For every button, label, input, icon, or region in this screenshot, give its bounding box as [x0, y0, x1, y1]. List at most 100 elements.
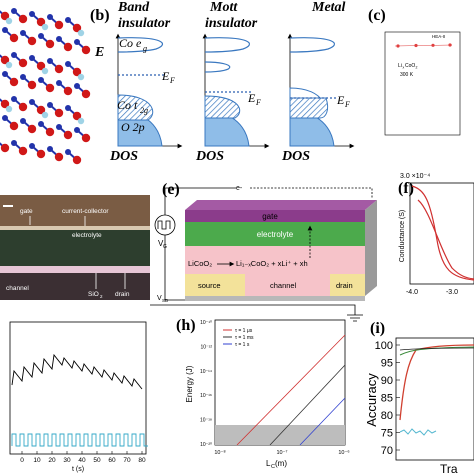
eg-band	[289, 37, 335, 53]
image-label: gate	[20, 208, 33, 215]
material-label: CoO	[405, 63, 415, 69]
panel-f-shape	[417, 199, 474, 280]
panel-c-shape	[448, 43, 452, 47]
legend-label: τ = 1 μs	[235, 328, 253, 334]
o-atom	[72, 111, 82, 121]
t2g-band	[204, 95, 241, 119]
panel-c: (c) HEA-II Li x CoO 2 300 K	[368, 7, 461, 136]
o-atom	[45, 83, 55, 93]
panel-e-shape	[250, 187, 373, 198]
x-tick-label: -4.0	[406, 289, 418, 296]
panel-e: (e) e- V G gate electrolyte LiCoO₂ Li₁₋ₓ…	[150, 181, 377, 322]
panel-i-shape	[399, 344, 474, 421]
y-tick-label: 10⁻¹⁸	[200, 418, 212, 424]
li-atom	[41, 23, 49, 31]
co-atom	[38, 33, 44, 39]
panel-c-shape	[396, 44, 400, 48]
x-axis-label-sub: C	[271, 464, 275, 470]
panel-b: (b) Band insulator Mott insulator Metal …	[90, 0, 355, 164]
panel-label: (i)	[370, 320, 385, 337]
band-label: Co t	[117, 98, 138, 112]
upper-band	[204, 61, 231, 73]
fermi-label: E	[336, 93, 345, 107]
device-image-shape	[0, 195, 150, 228]
panel-e-shape	[157, 220, 171, 230]
y-axis-label: Conductance (S)	[399, 210, 406, 263]
co-atom	[38, 77, 44, 83]
band-label-sub: g	[143, 44, 147, 53]
co-atom	[38, 121, 44, 127]
o-atom	[9, 121, 19, 131]
column-title: Band	[117, 0, 150, 15]
x-tick-label: 10	[33, 457, 41, 464]
li-atom	[41, 111, 49, 119]
o-atom	[18, 58, 28, 68]
reaction-reactant: LiCoO₂	[188, 259, 212, 268]
x-axis-label: Tra	[440, 462, 458, 474]
o-atom	[54, 152, 64, 162]
o-atom	[9, 33, 19, 43]
panel-e-shape	[185, 210, 365, 222]
y-tick-label: 75	[381, 428, 393, 440]
voltage-label-sub: G	[163, 244, 167, 250]
panel-f: (f) 3.0 ×10⁻⁴ Conductance (S) -4.0 -3.0	[398, 173, 474, 296]
eg-band	[204, 37, 250, 53]
y-tick-label: 90	[381, 375, 393, 387]
contact-label: channel	[270, 281, 297, 290]
fermi-label-sub: F	[169, 76, 175, 85]
column-title: insulator	[118, 16, 171, 31]
x-tick-label: -3.0	[446, 289, 458, 296]
o-atom	[81, 45, 91, 55]
y-tick-label: 10⁻¹⁴	[200, 369, 212, 375]
co-atom	[20, 118, 26, 124]
panel-label: (e)	[162, 181, 180, 198]
panel-i-shape	[399, 428, 437, 436]
image-label: SiO	[88, 291, 99, 298]
o-atom	[18, 14, 28, 24]
eg-band	[117, 37, 163, 53]
panel-e-shape	[185, 296, 365, 301]
o-atom	[0, 143, 10, 153]
panel-c-shape	[431, 43, 435, 47]
li-atom	[5, 61, 13, 69]
device-image-shape	[0, 226, 150, 230]
o-atom	[9, 77, 19, 87]
panel-e-shape	[347, 314, 363, 322]
voltage-label-sub: SD	[162, 298, 169, 303]
co-atom	[65, 17, 71, 23]
co-atom	[29, 11, 35, 17]
co-atom	[47, 14, 53, 20]
co-atom	[2, 115, 8, 121]
fermi-label-sub: F	[255, 98, 261, 107]
o-atom	[45, 127, 55, 137]
panel-i-shape	[399, 346, 474, 356]
panel-h: (h) τ = 1 μs τ = 1 ms τ = 1 s 10⁻¹⁰ 10⁻¹²…	[176, 317, 350, 470]
panel-c-shape	[384, 31, 461, 136]
o-atom	[81, 89, 91, 99]
material-label: Li	[398, 63, 402, 69]
co-atom	[74, 127, 80, 133]
o-atom	[54, 64, 64, 74]
image-label: current-collector	[62, 208, 109, 215]
panel-h-shape	[299, 397, 346, 446]
o-atom	[63, 130, 73, 140]
panel-i: (i) 100 95 90 85 80 75 70 Accuracy Tra	[364, 320, 474, 474]
device-image: gate current-collector electrolyte chann…	[0, 195, 150, 300]
fermi-label: E	[247, 91, 256, 105]
x-axis-label: L	[266, 459, 271, 468]
y-tick-label: 10⁻¹⁰	[200, 320, 212, 326]
panel-e-shape	[330, 274, 365, 296]
y-axis-label: Accuracy	[364, 373, 379, 427]
image-label-sub: 2	[100, 294, 103, 299]
t2g-band	[117, 94, 154, 121]
co-atom	[11, 140, 17, 146]
co-atom	[29, 143, 35, 149]
o-atom	[36, 149, 46, 159]
panel-e-shape	[245, 274, 330, 296]
o-atom	[72, 67, 82, 77]
image-label: channel	[6, 285, 29, 292]
panel-f-shape	[409, 182, 474, 285]
series-label: HEA-II	[432, 34, 445, 39]
o-atom	[0, 99, 10, 109]
